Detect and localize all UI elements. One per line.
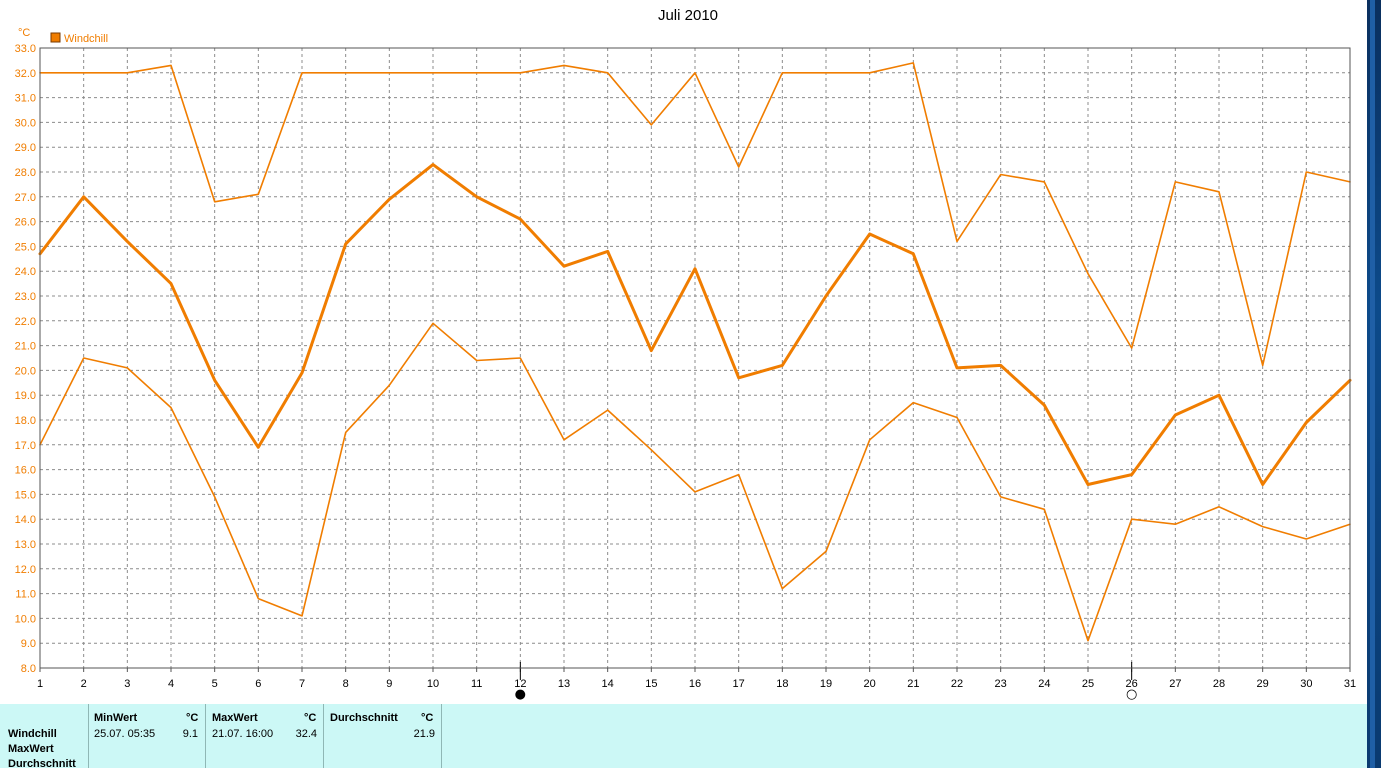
x-tick-label: 9 xyxy=(386,678,392,690)
x-tick-label: 1 xyxy=(37,678,43,690)
row-label-windchill: Windchill xyxy=(8,728,57,740)
y-tick-label: 14.0 xyxy=(15,514,36,526)
y-tick-label: 10.0 xyxy=(15,613,36,625)
row-label-maxwert: MaxWert xyxy=(8,743,54,755)
x-tick-label: 4 xyxy=(168,678,174,690)
x-tick-label: 12 xyxy=(514,678,526,690)
x-tick-label: 20 xyxy=(864,678,876,690)
y-axis-unit: °C xyxy=(18,27,30,39)
plot-frame xyxy=(39,47,1351,669)
series-lines xyxy=(38,62,1352,642)
y-tick-label: 30.0 xyxy=(15,117,36,129)
x-tick-label: 13 xyxy=(558,678,570,690)
min-unit: °C xyxy=(186,712,199,724)
new-moon-marker: ○ xyxy=(1126,687,1137,702)
y-tick-label: 23.0 xyxy=(15,291,36,303)
y-tick-label: 9.0 xyxy=(21,638,36,650)
windchill-chart: Juli 2010 °C Windchill 8.0 9.0 10.0 11.0 12.… xyxy=(15,7,1357,702)
y-tick-label: 29.0 xyxy=(15,142,36,154)
y-tick-label: 33.0 xyxy=(15,43,36,55)
x-tick-label: 23 xyxy=(995,678,1007,690)
moon-markers: ● ○ xyxy=(515,662,1137,702)
x-tick-label: 22 xyxy=(951,678,963,690)
y-tick-label: 31.0 xyxy=(15,93,36,105)
x-tick-label: 30 xyxy=(1300,678,1312,690)
y-tick-label: 16.0 xyxy=(15,465,36,477)
series-line-min xyxy=(39,322,1351,642)
y-tick-labels: 8.0 9.0 10.0 11.0 12.0 13.0 14.0 15.0 16.0 17.0 18… xyxy=(15,43,36,675)
x-tick-label: 25 xyxy=(1082,678,1094,690)
y-tick-label: 11.0 xyxy=(15,589,36,601)
avg-header: Durchschnitt xyxy=(330,712,398,724)
x-tick-label: 8 xyxy=(343,678,349,690)
y-tick-label: 20.0 xyxy=(15,365,36,377)
x-tick-label: 6 xyxy=(255,678,261,690)
y-tick-label: 24.0 xyxy=(15,266,36,278)
stats-panel: Windchill MaxWert Durchschnitt MinWert °… xyxy=(0,704,1367,770)
x-tick-label: 28 xyxy=(1213,678,1225,690)
max-value: 32.4 xyxy=(295,728,317,740)
y-tick-label: 27.0 xyxy=(15,192,36,204)
y-tick-label: 15.0 xyxy=(15,489,36,501)
x-tick-label: 18 xyxy=(776,678,788,690)
min-header: MinWert xyxy=(94,712,138,724)
x-tick-label: 27 xyxy=(1169,678,1181,690)
min-date: 25.07. 05:35 xyxy=(94,728,156,740)
row-label-durchschnitt: Durchschnitt xyxy=(8,758,76,770)
y-tick-label: 12.0 xyxy=(15,564,36,576)
x-tick-label: 26 xyxy=(1126,678,1138,690)
y-tick-label: 8.0 xyxy=(21,663,36,675)
avg-unit: °C xyxy=(421,712,434,724)
y-tick-label: 18.0 xyxy=(15,415,36,427)
x-tick-label: 24 xyxy=(1038,678,1050,690)
max-header: MaxWert xyxy=(212,712,258,724)
y-tick-label: 17.0 xyxy=(15,440,36,452)
y-tick-label: 32.0 xyxy=(15,68,36,80)
x-tick-label: 17 xyxy=(733,678,745,690)
y-tick-label: 13.0 xyxy=(15,539,36,551)
legend-swatch xyxy=(50,32,61,43)
x-tick-label: 5 xyxy=(212,678,218,690)
y-tick-label: 19.0 xyxy=(15,390,36,402)
full-moon-marker: ● xyxy=(515,687,526,702)
x-tick-label: 7 xyxy=(299,678,305,690)
x-tick-label: 2 xyxy=(81,678,87,690)
legend-label: Windchill xyxy=(64,33,108,45)
avg-value: 21.9 xyxy=(413,728,435,740)
x-tick-label: 15 xyxy=(645,678,657,690)
chart-title: Juli 2010 xyxy=(658,7,718,24)
y-tick-label: 25.0 xyxy=(15,241,36,253)
x-tick-label: 19 xyxy=(820,678,832,690)
y-tick-label: 21.0 xyxy=(15,341,36,353)
grid-lines xyxy=(40,48,1350,668)
x-tick-labels: 1 2 3 4 5 6 7 8 9 10 11 12 13 14 15 16 17 18 19 20 21 22 23 24 2… xyxy=(37,668,1356,690)
x-tick-label: 3 xyxy=(124,678,130,690)
x-tick-label: 16 xyxy=(689,678,701,690)
series-line-max xyxy=(39,62,1351,367)
y-tick-label: 22.0 xyxy=(15,316,36,328)
x-tick-label: 31 xyxy=(1344,678,1356,690)
window-edge xyxy=(1367,0,1381,768)
y-tick-label: 26.0 xyxy=(15,217,36,229)
x-tick-label: 21 xyxy=(907,678,919,690)
max-date: 21.07. 16:00 xyxy=(212,728,274,740)
y-tick-label: 28.0 xyxy=(15,167,36,179)
min-value: 9.1 xyxy=(182,728,198,740)
series-line-avg xyxy=(38,163,1352,486)
x-tick-label: 14 xyxy=(602,678,614,690)
x-tick-label: 11 xyxy=(471,678,482,690)
x-tick-label: 29 xyxy=(1257,678,1269,690)
max-unit: °C xyxy=(304,712,317,724)
x-tick-label: 10 xyxy=(427,678,439,690)
